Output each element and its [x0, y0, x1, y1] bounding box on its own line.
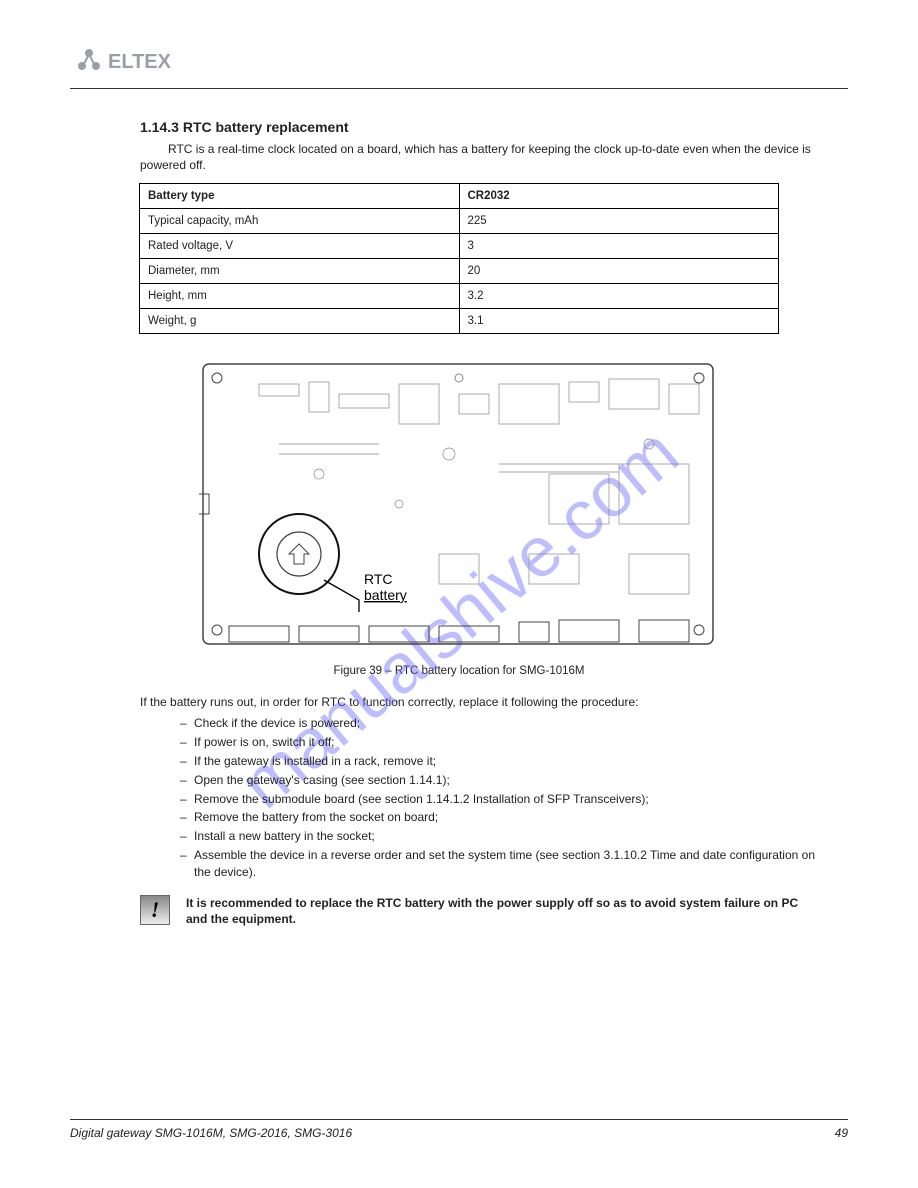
step-item: Check if the device is powered; — [180, 715, 818, 732]
table-row: Typical capacity, mAh225 — [140, 209, 779, 234]
step-item: Assemble the device in a reverse order a… — [180, 847, 818, 881]
brand-logo: ELTEX — [70, 42, 220, 78]
brand-header: ELTEX — [70, 40, 848, 80]
note-icon: ! — [140, 895, 170, 925]
table-row: Height, mm3.2 — [140, 284, 779, 309]
step-item: Open the gateway's casing (see section 1… — [180, 772, 818, 789]
pcb-illustration: RTC battery — [199, 354, 719, 654]
pcb-figure: RTC battery — [199, 354, 719, 659]
footer-rule — [70, 1119, 848, 1120]
section-title: RTC battery replacement — [183, 119, 349, 135]
page-footer: Digital gateway SMG-1016M, SMG-2016, SMG… — [70, 1119, 848, 1140]
note-text: It is recommended to replace the RTC bat… — [186, 895, 806, 927]
footer-doc-title: Digital gateway SMG-1016M, SMG-2016, SMG… — [70, 1126, 352, 1140]
steps-lead: If the battery runs out, in order for RT… — [140, 695, 848, 709]
table-row: Diameter, mm20 — [140, 259, 779, 284]
rtc-label-bottom: battery — [364, 587, 407, 603]
table-header-left: Battery type — [140, 184, 460, 209]
figure-caption: Figure 39 – RTC battery location for SMG… — [70, 665, 848, 677]
section-number: 1.14.3 — [140, 119, 179, 135]
footer-page-number: 49 — [835, 1126, 848, 1140]
header-rule — [70, 88, 848, 89]
rtc-label-top: RTC — [364, 571, 393, 587]
brand-name: ELTEX — [108, 51, 172, 73]
step-item: If the gateway is installed in a rack, r… — [180, 753, 818, 770]
table-row: Battery type CR2032 — [140, 184, 779, 209]
table-row: Rated voltage, V3 — [140, 234, 779, 259]
step-item: Remove the submodule board (see section … — [180, 791, 818, 808]
battery-spec-table: Battery type CR2032 Typical capacity, mA… — [139, 183, 779, 334]
table-row: Weight, g3.1 — [140, 309, 779, 334]
step-item: Remove the battery from the socket on bo… — [180, 809, 818, 826]
step-item: If power is on, switch it off; — [180, 734, 818, 751]
step-item: Install a new battery in the socket; — [180, 828, 818, 845]
section-heading: 1.14.3 RTC battery replacement — [140, 119, 848, 135]
note-box: ! It is recommended to replace the RTC b… — [140, 895, 848, 927]
intro-paragraph: RTC is a real-time clock located on a bo… — [140, 141, 848, 173]
steps-list: Check if the device is powered; If power… — [180, 715, 818, 880]
table-header-right: CR2032 — [459, 184, 779, 209]
